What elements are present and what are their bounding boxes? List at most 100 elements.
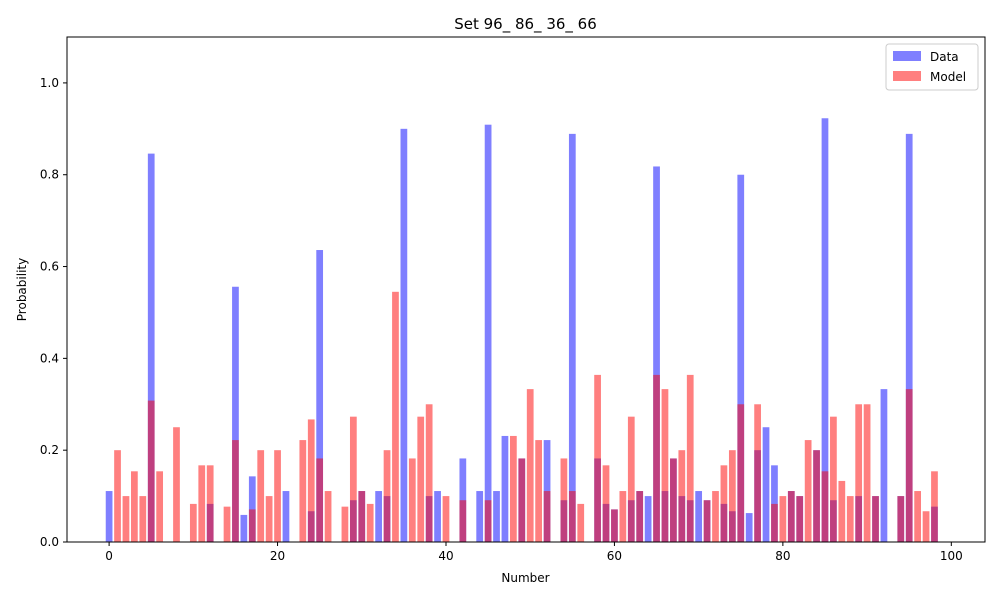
bar-model-25: [316, 458, 324, 542]
bar-data-21: [282, 491, 290, 542]
bar-data-35: [400, 128, 408, 542]
legend-swatch-data: [893, 51, 921, 61]
bar-data-85: [821, 118, 829, 542]
bar-model-8: [173, 427, 180, 542]
bar-model-90: [863, 404, 871, 542]
bar-model-67: [670, 458, 677, 542]
bar-model-19: [265, 496, 273, 542]
bar-data-32: [375, 491, 382, 542]
bar-model-79: [771, 503, 778, 542]
bar-model-4: [139, 496, 147, 542]
bar-data-0: [105, 491, 113, 542]
bar-model-97: [922, 511, 930, 542]
bar-model-73: [720, 465, 728, 542]
bar-model-63: [636, 491, 644, 542]
bar-model-71: [703, 500, 711, 542]
bar-data-79: [771, 465, 778, 542]
bar-data-17: [248, 476, 256, 542]
y-tick-label: 0.0: [40, 535, 59, 549]
bar-model-72: [712, 491, 719, 542]
x-tick-label: 80: [775, 549, 790, 563]
bar-model-36: [408, 458, 416, 542]
bar-data-45: [484, 124, 492, 542]
x-axis-label: Number: [501, 571, 549, 585]
bar-data-75: [737, 174, 745, 543]
bar-model-5: [147, 400, 155, 542]
bar-model-28: [341, 506, 349, 542]
legend-label-model: Model: [930, 70, 966, 84]
bar-data-78: [762, 427, 770, 542]
bar-data-70: [695, 491, 703, 542]
plot-frame: [66, 36, 986, 543]
bar-data-39: [434, 491, 441, 542]
legend-swatch-model: [893, 71, 921, 81]
bar-model-6: [156, 471, 164, 542]
bar-model-75: [737, 404, 745, 542]
bar-model-2: [122, 496, 130, 542]
bar-model-56: [577, 503, 585, 542]
bar-model-59: [602, 465, 610, 542]
y-tick-label: 0.2: [40, 443, 59, 457]
y-tick-label: 0.8: [40, 168, 59, 182]
bar-model-66: [661, 389, 669, 542]
bar-data-64: [644, 496, 652, 542]
bar-model-31: [366, 503, 374, 542]
bar-model-40: [442, 496, 450, 542]
bar-model-61: [619, 491, 627, 542]
bar-data-47: [501, 435, 509, 542]
bar-data-25: [316, 250, 324, 542]
bar-model-82: [796, 496, 804, 542]
bar-model-24: [307, 419, 315, 542]
bar-model-11: [198, 465, 206, 542]
bar-model-55: [568, 491, 576, 542]
bar-model-88: [846, 496, 854, 542]
bar-model-38: [425, 404, 433, 542]
bar-data-16: [240, 514, 248, 542]
bar-model-62: [627, 416, 635, 542]
bar-model-18: [257, 450, 265, 542]
bar-model-37: [417, 416, 425, 542]
chart-title: Set 96_ 86_ 36_ 66: [454, 15, 597, 34]
bar-model-68: [678, 450, 686, 542]
bar-model-58: [594, 374, 601, 542]
bar-model-85: [821, 471, 829, 542]
bar-model-94: [897, 496, 905, 542]
bar-model-50: [526, 389, 534, 542]
bar-model-10: [189, 503, 197, 542]
bar-model-81: [787, 491, 795, 542]
bar-model-14: [223, 506, 231, 542]
y-tick-label: 0.6: [40, 260, 59, 274]
y-axis: 0.0 0.2 0.4 0.6 0.8 1.0: [40, 76, 67, 549]
bar-data-76: [745, 513, 753, 542]
x-tick-label: 100: [940, 549, 963, 563]
bar-model-30: [358, 491, 366, 542]
bar-model-96: [914, 491, 921, 542]
bar-model-65: [653, 374, 660, 542]
bar-model-89: [855, 404, 863, 542]
bar-data-52: [543, 440, 551, 542]
bar-model-49: [518, 458, 526, 542]
bar-data-95: [905, 133, 913, 542]
x-tick-label: 40: [438, 549, 453, 563]
bar-model-98: [931, 471, 938, 542]
bar-model-3: [131, 471, 138, 542]
bar-model-26: [324, 491, 332, 542]
bar-model-80: [779, 496, 787, 542]
legend: Data Model: [885, 43, 979, 91]
bar-model-87: [838, 480, 846, 542]
bar-data-44: [476, 491, 484, 542]
y-tick-label: 0.4: [40, 351, 59, 365]
bar-data-65: [653, 166, 660, 542]
bar-model-51: [535, 440, 542, 542]
bar-model-33: [383, 450, 391, 542]
bar-data-15: [232, 286, 239, 542]
bar-model-20: [274, 450, 281, 542]
bar-model-54: [560, 458, 568, 542]
bar-model-23: [299, 440, 307, 542]
y-axis-label: Probability: [15, 258, 29, 321]
bar-model-42: [459, 500, 467, 542]
bar-model-86: [830, 416, 837, 542]
x-tick-label: 60: [607, 549, 622, 563]
legend-label-data: Data: [930, 50, 959, 64]
